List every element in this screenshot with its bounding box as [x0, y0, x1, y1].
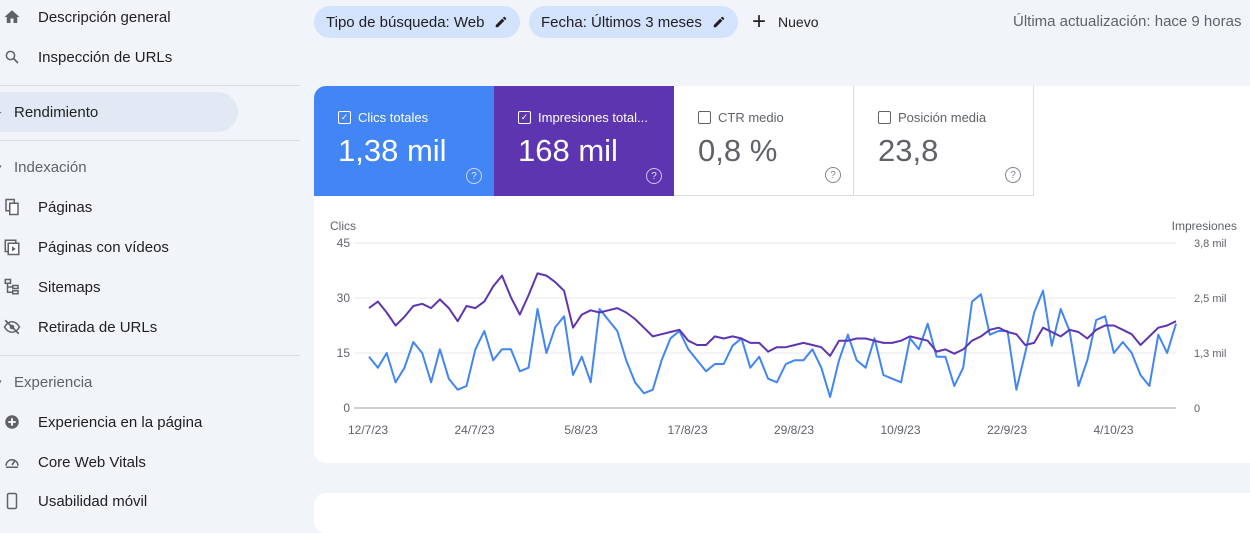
- metric-label: Clics totales: [358, 110, 429, 125]
- visibility-off-icon: [2, 317, 22, 337]
- help-icon[interactable]: ?: [1005, 167, 1021, 183]
- caret-down-icon: ▾: [0, 377, 2, 388]
- pages-icon: [2, 197, 22, 217]
- sidebar-item-label: Retirada de URLs: [38, 318, 158, 336]
- x-tick-label: 10/9/23: [880, 423, 920, 437]
- sidebar-item-label: Usabilidad móvil: [38, 492, 148, 510]
- sidebar-section-label: Indexación: [14, 158, 87, 176]
- y-axis-left-label: Clics: [330, 219, 356, 233]
- chart-grid: [354, 242, 1176, 409]
- metric-average-ctr[interactable]: CTR medio 0,8 % ?: [674, 86, 854, 196]
- home-icon: [2, 7, 22, 27]
- metric-total-impressions[interactable]: ✓ Impresiones total... 168 mil ?: [494, 86, 674, 196]
- sidebar-item-label: Páginas con vídeos: [38, 238, 169, 256]
- caret-down-icon: ▾: [0, 162, 2, 173]
- sidebar-item-label: Rendimiento: [14, 103, 99, 121]
- help-icon[interactable]: ?: [646, 168, 662, 184]
- metric-value: 0,8 %: [698, 133, 778, 168]
- sidebar-item-label: Sitemaps: [38, 278, 101, 296]
- sidebar-item-sitemaps[interactable]: Sitemaps: [0, 267, 300, 307]
- sidebar-item-label: Experiencia en la página: [38, 413, 203, 431]
- x-tick-label: 22/9/23: [987, 423, 1027, 437]
- series-line-impressions: [368, 272, 1177, 357]
- sidebar-item-core-web-vitals[interactable]: Core Web Vitals: [0, 442, 300, 482]
- y-right-tick-label: 2,5 mil: [1194, 293, 1226, 305]
- last-update-text: Última actualización: hace 9 horas: [1013, 13, 1242, 30]
- sitemap-icon: [2, 277, 22, 297]
- performance-icon: ▸: [0, 107, 2, 118]
- metric-value: 168 mil: [518, 133, 618, 168]
- y-axis-right-label: Impresiones: [1172, 219, 1237, 233]
- sidebar-item-label: Descripción general: [38, 8, 171, 26]
- checkbox-unchecked-icon[interactable]: [698, 111, 711, 124]
- edit-icon: [712, 15, 726, 29]
- video-pages-icon: [2, 237, 22, 257]
- metric-value: 1,38 mil: [338, 133, 447, 168]
- chart-ticks: 0 0 15 1,3 mil 30 2,5 mil 45 3,8 mil 12/7/23 24/7…: [337, 236, 1227, 437]
- y-left-tick-label: 30: [337, 291, 351, 305]
- secondary-card: [314, 493, 1250, 533]
- divider: [0, 140, 300, 141]
- edit-icon: [494, 15, 508, 29]
- speedometer-icon: [2, 452, 22, 472]
- x-tick-label: 17/8/23: [667, 423, 707, 437]
- checkbox-checked-icon[interactable]: ✓: [338, 111, 351, 124]
- metric-total-clicks[interactable]: ✓ Clics totales 1,38 mil ?: [314, 86, 494, 196]
- checkbox-unchecked-icon[interactable]: [878, 111, 891, 124]
- sidebar-section-experience[interactable]: ▾ Experiencia: [0, 367, 300, 397]
- y-right-tick-label: 1,3 mil: [1194, 348, 1226, 360]
- metric-label: CTR medio: [718, 110, 784, 125]
- divider: [0, 85, 300, 86]
- search-icon: [2, 47, 22, 67]
- sidebar-section-label: Experiencia: [14, 373, 93, 391]
- x-tick-label: 29/8/23: [774, 423, 814, 437]
- sidebar-item-url-inspection[interactable]: Inspección de URLs: [0, 37, 300, 77]
- performance-card: ✓ Clics totales 1,38 mil ? ✓ Impresiones…: [314, 86, 1250, 463]
- metric-label: Posición media: [898, 110, 987, 125]
- search-type-filter-label: Tipo de búsqueda: Web: [326, 13, 485, 31]
- date-filter-label: Fecha: Últimos 3 meses: [541, 13, 702, 31]
- sidebar-item-page-experience[interactable]: Experiencia en la página: [0, 402, 300, 442]
- new-filter-label: Nuevo: [778, 14, 819, 30]
- sidebar-item-label: Core Web Vitals: [38, 453, 146, 471]
- x-tick-label: 24/7/23: [454, 423, 494, 437]
- x-tick-label: 4/10/23: [1093, 423, 1133, 437]
- x-tick-label: 5/8/23: [564, 423, 598, 437]
- plus-circle-icon: [2, 412, 22, 432]
- metric-label: Impresiones total...: [538, 110, 648, 125]
- y-left-tick-label: 0: [343, 401, 350, 415]
- divider: [0, 355, 300, 356]
- sidebar-item-url-removal[interactable]: Retirada de URLs: [0, 307, 300, 347]
- help-icon[interactable]: ?: [466, 168, 482, 184]
- date-filter-chip[interactable]: Fecha: Últimos 3 meses: [529, 6, 738, 38]
- chart-lines: [368, 272, 1177, 398]
- help-icon[interactable]: ?: [825, 167, 841, 183]
- sidebar: Descripción general Inspección de URLs ▸…: [0, 0, 300, 510]
- sidebar-item-label: Páginas: [38, 198, 93, 216]
- sidebar-item-pages[interactable]: Páginas: [0, 187, 300, 227]
- y-left-tick-label: 45: [337, 236, 351, 250]
- sidebar-item-mobile-usability[interactable]: Usabilidad móvil: [0, 481, 300, 521]
- sidebar-item-performance[interactable]: ▸ Rendimiento: [0, 92, 238, 132]
- sidebar-item-overview[interactable]: Descripción general: [0, 0, 300, 37]
- sidebar-item-video-pages[interactable]: Páginas con vídeos: [0, 227, 300, 267]
- new-filter-button[interactable]: + Nuevo: [752, 6, 818, 38]
- y-left-tick-label: 15: [337, 346, 351, 360]
- y-right-tick-label: 3,8 mil: [1194, 238, 1226, 250]
- checkbox-checked-icon[interactable]: ✓: [518, 111, 531, 124]
- metric-value: 23,8: [878, 133, 939, 168]
- search-type-filter-chip[interactable]: Tipo de búsqueda: Web: [314, 6, 521, 38]
- phone-icon: [2, 491, 22, 511]
- sidebar-item-label: Inspección de URLs: [38, 48, 173, 66]
- series-line-clicks: [368, 289, 1177, 398]
- y-right-tick-label: 0: [1194, 403, 1200, 415]
- metric-average-position[interactable]: Posición media 23,8 ?: [854, 86, 1034, 196]
- plus-icon: +: [752, 8, 767, 35]
- performance-chart[interactable]: Clics Impresiones 0 0 15 1,3 mil 30 2,5 mil 45…: [314, 196, 1250, 463]
- sidebar-section-indexing[interactable]: ▾ Indexación: [0, 152, 300, 182]
- x-tick-label: 12/7/23: [348, 423, 388, 437]
